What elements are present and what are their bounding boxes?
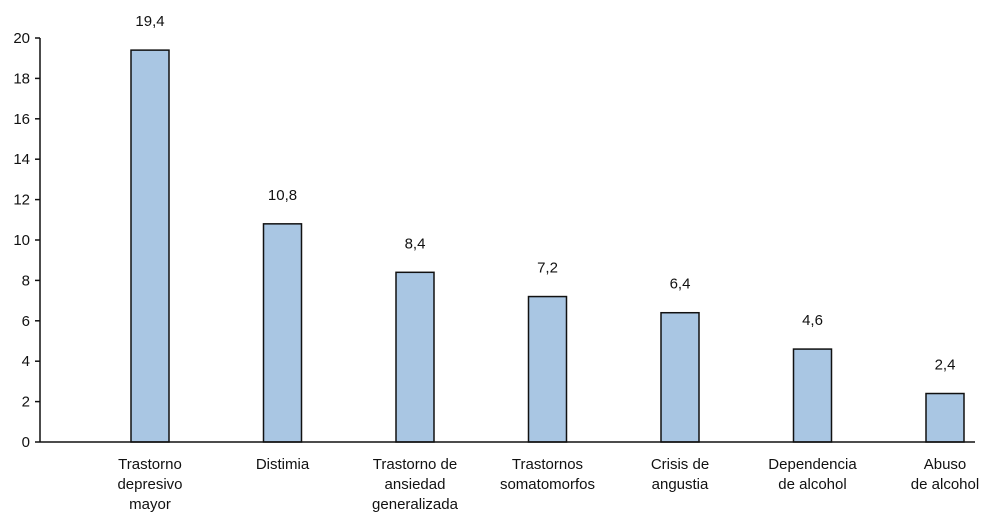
bar bbox=[792, 348, 833, 443]
category-label: Dependencia de alcohol bbox=[768, 456, 857, 493]
bar-value-label: 2,4 bbox=[935, 357, 956, 374]
bars bbox=[130, 49, 965, 443]
bar bbox=[395, 271, 435, 443]
y-tick-label: 8 bbox=[22, 272, 30, 289]
y-tick-label: 18 bbox=[13, 70, 30, 87]
category-label: Crisis de angustia bbox=[651, 456, 709, 493]
axes bbox=[39, 38, 975, 443]
category-label: Trastorno de ansiedad generalizada bbox=[372, 456, 459, 513]
y-tick-label: 14 bbox=[13, 151, 30, 168]
bar bbox=[130, 49, 170, 443]
bar-value-label: 6,4 bbox=[670, 276, 691, 293]
bar-value-label: 10,8 bbox=[268, 187, 297, 204]
y-tick-label: 10 bbox=[13, 232, 30, 249]
category-label: Distimia bbox=[256, 456, 310, 473]
y-tick-label: 6 bbox=[22, 313, 30, 330]
bar-value-label: 19,4 bbox=[135, 13, 164, 30]
category-labels: Trastorno depresivo mayor Distimia Trastorno… bbox=[117, 456, 979, 513]
bar-value-label: 4,6 bbox=[802, 312, 823, 329]
category-label: Trastorno depresivo mayor bbox=[117, 456, 182, 513]
y-tick-label: 0 bbox=[22, 434, 30, 451]
bar-value-label: 7,2 bbox=[537, 260, 558, 277]
category-label: Abuso de alcohol bbox=[911, 456, 979, 493]
category-label: Trastornos somatomorfos bbox=[500, 456, 595, 493]
bar bbox=[262, 223, 303, 443]
bar bbox=[925, 392, 965, 443]
bar bbox=[660, 311, 700, 443]
value-labels: 19,4 10,8 8,4 7,2 6,4 4,6 2,4 bbox=[135, 13, 955, 373]
y-tick-label: 2 bbox=[22, 394, 30, 411]
y-tick-label: 20 bbox=[13, 30, 30, 47]
y-tick-label: 16 bbox=[13, 111, 30, 128]
y-axis: 0 2 4 6 8 10 12 14 16 18 20 bbox=[13, 30, 40, 451]
y-tick-label: 12 bbox=[13, 192, 30, 209]
y-tick-label: 4 bbox=[22, 353, 30, 370]
bar-value-label: 8,4 bbox=[405, 235, 426, 252]
bar bbox=[527, 295, 568, 443]
